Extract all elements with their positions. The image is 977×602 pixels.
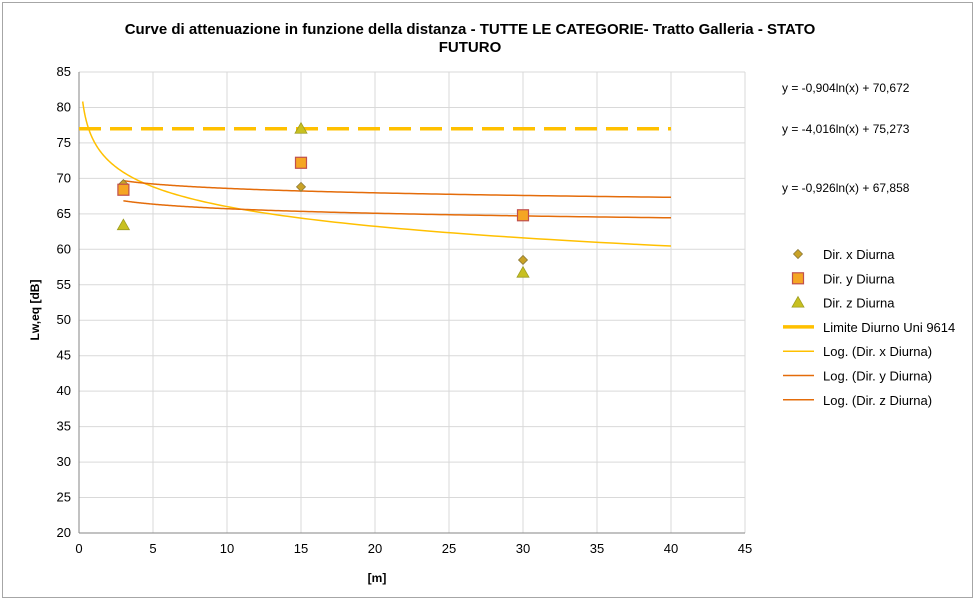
- chart-title-line-1: Curve di attenuazione in funzione della …: [125, 21, 816, 38]
- y-tick-label: 50: [57, 312, 71, 327]
- x-tick-label: 45: [738, 541, 752, 556]
- y-tick-label: 30: [57, 454, 71, 469]
- legend-label: Dir. x Diurna: [823, 247, 895, 262]
- x-tick-label: 10: [220, 541, 234, 556]
- point-diamond-3: [517, 254, 529, 266]
- legend-label: Log. (Dir. z Diurna): [823, 393, 932, 408]
- x-tick-label: 5: [149, 541, 156, 556]
- point-triangle-3: [516, 265, 530, 278]
- legend-label: Limite Diurno Uni 9614: [823, 320, 955, 335]
- x-tick-label: 30: [516, 541, 530, 556]
- equation-3: y = -0,926ln(x) + 67,858: [782, 181, 910, 195]
- y-tick-label: 85: [57, 64, 71, 79]
- y-tick-label: 45: [57, 348, 71, 363]
- y-tick-label: 35: [57, 419, 71, 434]
- y-tick-label: 80: [57, 99, 71, 114]
- trendline-3: [123, 200, 672, 219]
- y-tick-label: 25: [57, 490, 71, 505]
- y-tick-label: 60: [57, 241, 71, 256]
- y-tick-label: 20: [57, 525, 71, 540]
- x-axis-title: [m]: [368, 571, 387, 585]
- x-tick-label: 0: [75, 541, 82, 556]
- equation-1: y = -0,904ln(x) + 70,672: [782, 81, 910, 95]
- point-square-3: [516, 209, 530, 222]
- legend-symbol-diamond: [792, 248, 804, 260]
- x-tick-label: 20: [368, 541, 382, 556]
- legend-symbol-triangle: [791, 295, 805, 308]
- x-tick-label: 15: [294, 541, 308, 556]
- trendline-equations: y = -0,904ln(x) + 70,672 y = -4,016ln(x)…: [782, 81, 910, 195]
- point-triangle-1: [116, 218, 131, 231]
- legend-label: Log. (Dir. y Diurna): [823, 369, 932, 384]
- y-tick-label: 40: [57, 383, 71, 398]
- y-tick-label: 65: [57, 206, 71, 221]
- legend-symbol-square: [791, 272, 805, 285]
- x-tick-label: 40: [664, 541, 678, 556]
- legend: Dir. x Diurna Dir. y Diurna Dir. z Diurna L…: [783, 247, 955, 408]
- point-square-1: [117, 183, 130, 196]
- trendline-2: [123, 179, 672, 199]
- data-points: [116, 121, 530, 278]
- tick-labels: 20 25 30 35 40 45 50 55 60 65 70 75 80 85 0 5 10 15 20 25 30…: [57, 64, 753, 556]
- equation-2: y = -4,016ln(x) + 75,273: [782, 122, 910, 136]
- point-diamond-2: [295, 181, 307, 192]
- point-square-2: [294, 156, 308, 169]
- legend-label: Log. (Dir. x Diurna): [823, 344, 932, 359]
- y-axis-title: Lw,eq [dB]: [28, 280, 42, 341]
- x-tick-label: 35: [590, 541, 604, 556]
- legend-label: Dir. y Diurna: [823, 271, 895, 286]
- trendlines: [81, 101, 672, 247]
- y-tick-label: 70: [57, 170, 71, 185]
- x-tick-label: 25: [442, 541, 456, 556]
- legend-label: Dir. z Diurna: [823, 296, 895, 311]
- gridlines: [78, 71, 746, 534]
- y-tick-label: 55: [57, 277, 71, 292]
- trendline-1: [81, 101, 672, 247]
- chart-title-line-2: FUTURO: [439, 39, 502, 56]
- y-tick-label: 75: [57, 135, 71, 150]
- point-triangle-2: [294, 121, 308, 134]
